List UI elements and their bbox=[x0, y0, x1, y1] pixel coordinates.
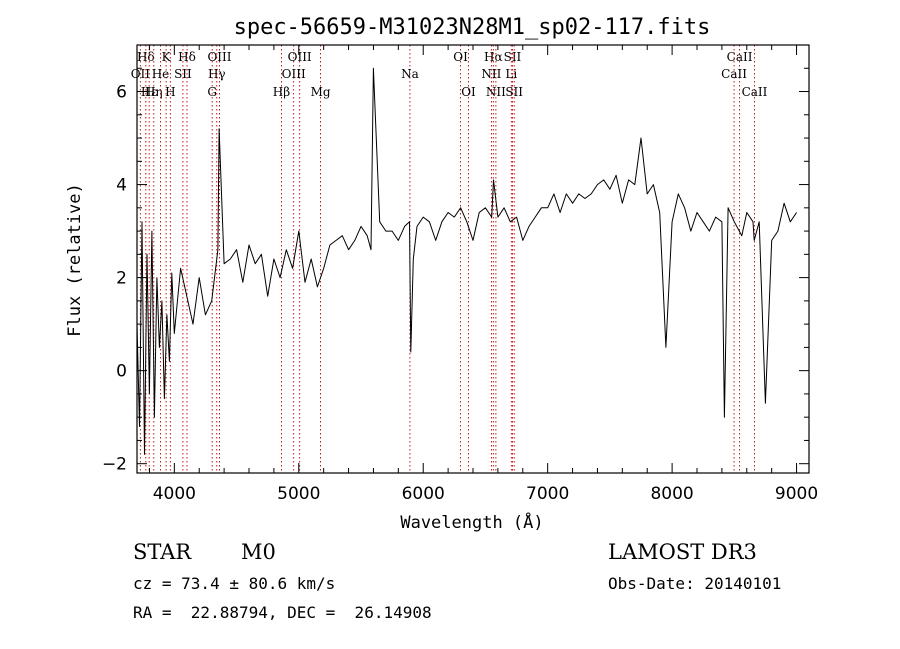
line-label-6: H bbox=[165, 85, 175, 99]
line-label-25: CaII bbox=[727, 50, 753, 64]
x-axis-label: Wavelength (Å) bbox=[400, 511, 543, 533]
line-label-3: Hη bbox=[145, 85, 163, 99]
line-label-1: OII bbox=[131, 67, 151, 81]
line-label-2: Hε bbox=[141, 85, 158, 99]
x-tick-label-0: 4000 bbox=[153, 484, 196, 504]
line-label-4: K bbox=[162, 50, 172, 64]
y-tick-label-3: 4 bbox=[116, 176, 127, 196]
survey-name: LAMOST DR3 bbox=[608, 540, 757, 564]
line-label-11: G bbox=[207, 85, 217, 99]
x-tick-label-3: 7000 bbox=[526, 484, 569, 504]
x-tick-label-5: 9000 bbox=[775, 484, 818, 504]
line-label-0: Hδ bbox=[137, 50, 155, 64]
line-label-21: NII bbox=[486, 85, 506, 99]
object-class: STAR bbox=[133, 540, 192, 564]
object-subclass: M0 bbox=[241, 540, 276, 564]
line-label-14: Hβ bbox=[273, 85, 290, 99]
line-label-12: OIII bbox=[288, 50, 312, 64]
line-label-9: OIII bbox=[207, 50, 231, 64]
ticks-layer: 4000 5000 6000 7000 8000 9000 −2 0 2 4 6 bbox=[102, 44, 818, 504]
spectrum-layer bbox=[136, 67, 798, 455]
line-label-15: Mg bbox=[311, 85, 331, 99]
plot-frame bbox=[136, 44, 810, 474]
x-tick-label-4: 8000 bbox=[650, 484, 693, 504]
line-label-24: SII bbox=[505, 85, 523, 99]
line-label-27: CaII bbox=[742, 85, 768, 99]
observation-date: Obs-Date: 20140101 bbox=[608, 574, 782, 593]
x-tick-label-2: 6000 bbox=[402, 484, 445, 504]
ra-dec: RA = 22.88794, DEC = 26.14908 bbox=[133, 603, 432, 622]
y-axis-label: Flux (relative) bbox=[65, 183, 85, 337]
line-label-23: Li bbox=[505, 67, 517, 81]
line-label-20: NII bbox=[481, 67, 501, 81]
y-tick-label-2: 2 bbox=[116, 269, 127, 289]
line-label-5: He bbox=[152, 67, 170, 81]
y-tick-label-1: 0 bbox=[116, 362, 127, 382]
x-tick-label-1: 5000 bbox=[277, 484, 320, 504]
line-label-7: SII bbox=[174, 67, 192, 81]
line-label-8: Hδ bbox=[178, 50, 196, 64]
line-label-16: Na bbox=[401, 67, 419, 81]
line-label-22: SII bbox=[504, 50, 522, 64]
line-label-13: OIII bbox=[282, 67, 306, 81]
line-label-26: CaII bbox=[721, 67, 747, 81]
line-label-10: Hγ bbox=[208, 67, 226, 81]
redshift-cz: cz = 73.4 ± 80.6 km/s bbox=[133, 574, 336, 593]
chart-title: spec-56659-M31023N28M1_sp02-117.fits bbox=[234, 15, 711, 40]
spectrum-series-line bbox=[136, 67, 798, 455]
line-label-18: OI bbox=[461, 85, 476, 99]
y-tick-label-0: −2 bbox=[102, 455, 127, 475]
y-tick-label-4: 6 bbox=[116, 83, 127, 103]
line-label-19: Hα bbox=[484, 50, 503, 64]
line-label-17: OI bbox=[453, 50, 468, 64]
